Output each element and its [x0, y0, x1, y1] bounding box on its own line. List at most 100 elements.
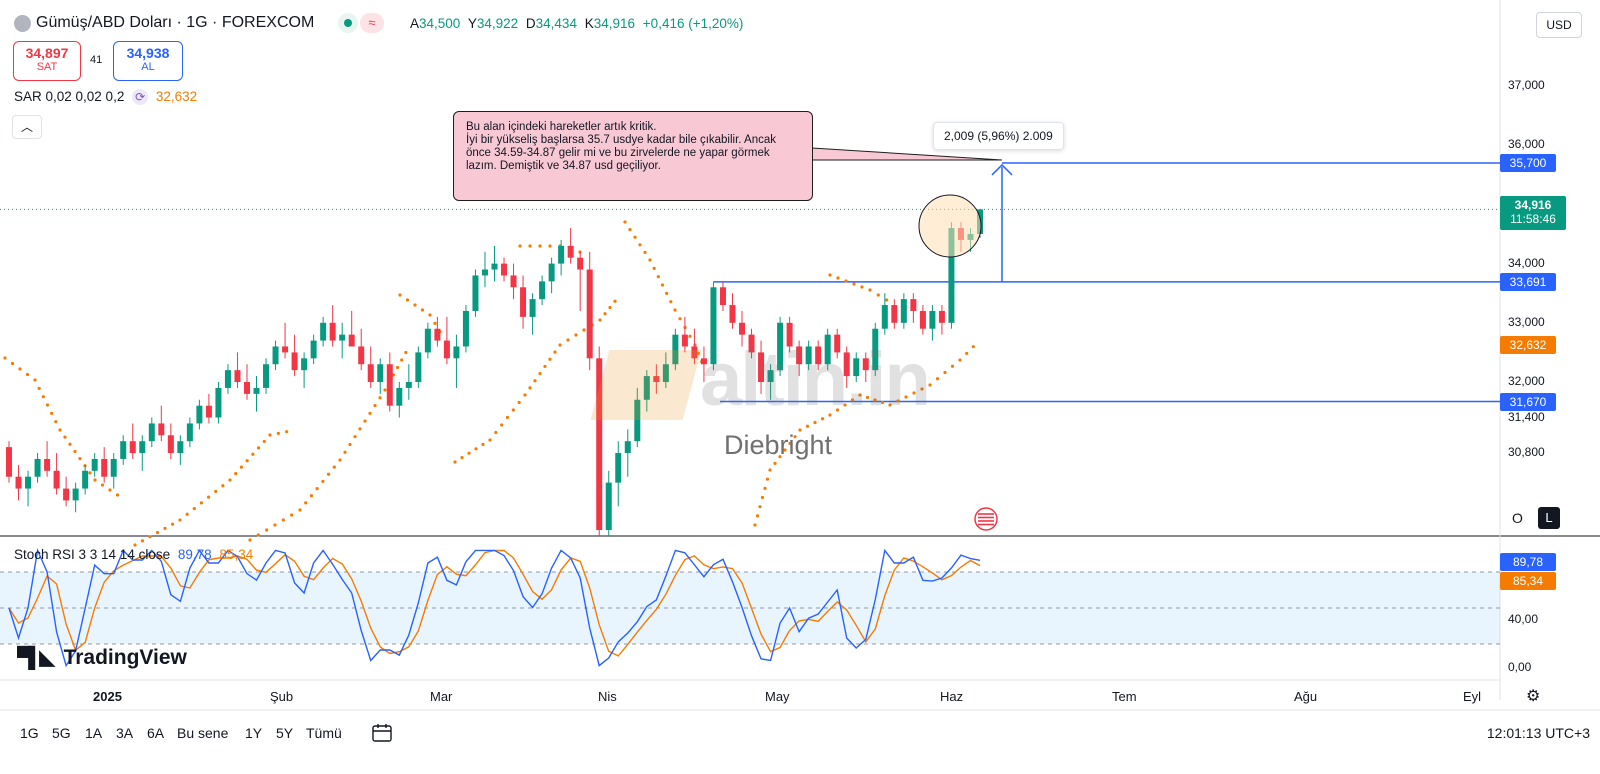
- candle-body: [434, 328, 441, 341]
- candle-body: [310, 340, 317, 359]
- buy-label: AL: [141, 61, 155, 73]
- altin-logo-icon: [590, 349, 702, 420]
- sar-dot: [251, 452, 255, 456]
- symbol-title[interactable]: Gümüş/ABD Doları · 1G · FOREXCOM: [36, 14, 315, 31]
- sar-dot: [500, 423, 504, 427]
- sar-dot: [373, 403, 377, 408]
- sar-refresh-icon[interactable]: ⟳: [132, 89, 149, 105]
- candle-body: [234, 370, 241, 382]
- candle-body: [672, 334, 679, 365]
- sar-dot: [608, 305, 612, 310]
- candle-body: [110, 458, 117, 477]
- sar-dot: [798, 428, 802, 432]
- sar-dot: [248, 538, 252, 542]
- sar-dot: [765, 477, 770, 481]
- candle-body: [453, 346, 460, 359]
- sar-dot: [467, 451, 471, 455]
- candle-body: [643, 376, 650, 400]
- sar-dot: [755, 514, 760, 518]
- sar-dot: [474, 447, 478, 451]
- range-button[interactable]: Tümü: [306, 725, 342, 741]
- sar-dot: [660, 283, 665, 287]
- candle-body: [6, 447, 12, 477]
- candle-body: [491, 263, 498, 270]
- range-button[interactable]: 5G: [52, 725, 71, 741]
- buy-button[interactable]: 34,938 AL: [113, 41, 183, 81]
- candle-body: [815, 346, 822, 365]
- sar-legend[interactable]: SAR 0,02 0,02 0,2 ⟳ 32,632: [14, 89, 197, 105]
- price-tick: 30,800: [1508, 445, 1545, 460]
- stoch-tick: 0,00: [1508, 660, 1532, 674]
- candle-body: [329, 322, 336, 341]
- currency-button[interactable]: USD: [1536, 12, 1582, 38]
- sell-button[interactable]: 34,897 SAT: [13, 41, 81, 81]
- auto-scale-button[interactable]: O: [1512, 510, 1523, 526]
- range-button[interactable]: 1G: [20, 725, 39, 741]
- candle-body: [462, 310, 469, 347]
- price-axis[interactable]: 37,000 36,000 34,000 33,000 32,000 31,400 30,8…: [1500, 0, 1600, 540]
- range-button[interactable]: 3A: [116, 725, 134, 741]
- time-tick: Şub: [270, 689, 294, 704]
- range-button[interactable]: 5Y: [276, 725, 294, 741]
- sar-dot: [828, 413, 832, 417]
- date-range-calendar-icon[interactable]: [371, 722, 393, 744]
- sar-dot: [843, 403, 847, 407]
- candle-body: [586, 269, 593, 359]
- ohlc-high-key: Y: [467, 16, 477, 31]
- candle-body: [748, 334, 755, 353]
- candle-body: [481, 269, 488, 276]
- sar-dot: [304, 501, 308, 505]
- candle-body: [386, 364, 393, 406]
- candle-body: [910, 299, 917, 311]
- range-button[interactable]: 1Y: [245, 725, 263, 741]
- candle-body: [415, 352, 422, 382]
- sar-dot: [33, 378, 37, 382]
- sar-dot: [648, 258, 652, 262]
- sar-dot: [828, 273, 832, 277]
- candle-body: [53, 470, 60, 489]
- stoch-legend[interactable]: Stoch RSI 3 3 14 14 close 89,78 85,34: [14, 547, 253, 562]
- stoch-axis[interactable]: 40,00 0,00: [1500, 540, 1600, 680]
- ohlc-change: +0,416 (+1,20%): [642, 16, 744, 31]
- candle-body: [881, 305, 888, 329]
- ohlc-high: 34,922: [476, 16, 519, 31]
- sar-dot: [928, 383, 932, 387]
- sar-dot: [553, 350, 557, 354]
- sell-price: 34,897: [25, 45, 69, 61]
- settings-gear-icon[interactable]: ⚙: [1526, 688, 1541, 705]
- range-button[interactable]: Bu sene: [177, 725, 229, 741]
- spread-value: 41: [90, 54, 103, 66]
- sar-dot: [63, 435, 67, 439]
- candle-body: [843, 352, 850, 377]
- range-button[interactable]: 1A: [85, 725, 103, 741]
- sar-dot: [256, 446, 261, 450]
- sar-dot: [41, 395, 45, 399]
- candle-body: [710, 287, 717, 365]
- tradingview-logo[interactable]: ▀▌◣ TradingView: [17, 645, 187, 670]
- candle-body: [624, 441, 631, 454]
- sar-dot: [268, 433, 272, 437]
- sar-dot: [652, 266, 656, 270]
- clock[interactable]: 12:01:13 UTC+3: [1486, 725, 1590, 741]
- sar-dot: [958, 358, 962, 362]
- sar-dot: [206, 495, 211, 499]
- sar-dot: [18, 367, 22, 371]
- candle-body: [367, 364, 374, 382]
- sar-dot: [3, 356, 7, 360]
- sar-dot: [400, 358, 404, 362]
- sar-dot: [511, 408, 515, 412]
- stoch-rsi-pane: [0, 547, 1500, 668]
- sell-label: SAT: [36, 61, 58, 73]
- candle-body: [681, 334, 688, 347]
- annotation-callout[interactable]: Bu alan içindeki hareketler artık kritik…: [453, 111, 813, 201]
- sar-dot: [783, 448, 787, 452]
- tradingview-mark-icon: ▀▌◣: [17, 647, 55, 669]
- stoch-d-legend: 85,34: [219, 547, 254, 562]
- range-button[interactable]: 6A: [147, 725, 165, 741]
- log-scale-button[interactable]: L: [1538, 507, 1560, 529]
- sar-dot: [348, 442, 352, 447]
- collapse-legend-button[interactable]: ︿: [12, 115, 42, 139]
- sar-dot: [548, 244, 552, 248]
- candle-body: [129, 441, 136, 454]
